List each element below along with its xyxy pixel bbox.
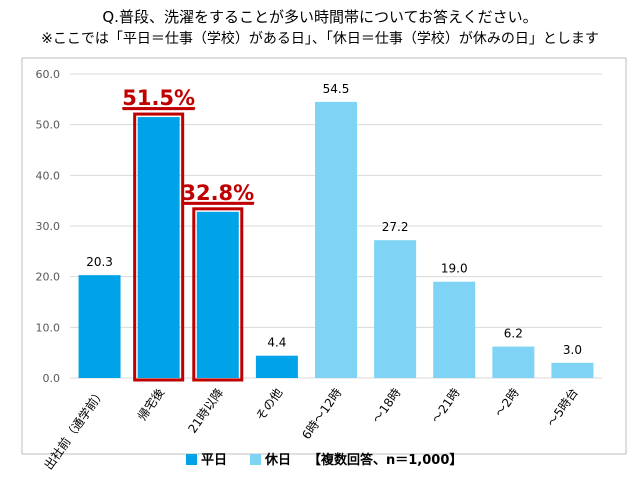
- bar: [137, 117, 180, 379]
- x-tick-label: ～2時: [492, 386, 522, 420]
- x-tick-label: 21時以降: [185, 386, 226, 436]
- data-label: 4.4: [267, 336, 286, 350]
- bar: [78, 275, 121, 378]
- legend-swatch: [186, 454, 197, 465]
- y-tick-label: 60.0: [36, 68, 61, 81]
- x-tick-label: その他: [253, 386, 285, 424]
- x-tick-label: 帰宅後: [134, 385, 167, 423]
- data-label: 20.3: [86, 255, 113, 269]
- bar: [551, 362, 594, 378]
- bar: [433, 281, 476, 378]
- data-label: 3.0: [563, 343, 582, 357]
- x-tick-label: ～21時: [429, 386, 463, 426]
- highlight-label: 51.5%: [122, 86, 195, 110]
- y-tick-label: 20.0: [36, 271, 61, 284]
- bar: [196, 211, 239, 378]
- legend-label: 休日: [264, 452, 291, 468]
- legend-note: 【複数回答、n＝1,000】: [308, 452, 462, 468]
- highlight-box: [192, 207, 244, 382]
- y-tick-label: 50.0: [36, 119, 61, 132]
- y-tick-label: 30.0: [36, 220, 61, 233]
- chart-title: Q.普段、洗濯をすることが多い時間帯についてお答えください。: [102, 8, 538, 26]
- data-label: 6.2: [504, 327, 523, 341]
- bar: [492, 346, 535, 378]
- y-tick-label: 40.0: [36, 169, 61, 182]
- x-tick-label: ～5時台: [544, 385, 581, 429]
- x-tick-label: 出社前（通学前）: [41, 385, 108, 472]
- y-tick-label: 0.0: [43, 372, 61, 385]
- bar: [315, 101, 357, 378]
- x-tick-label: 6時～12時: [299, 386, 344, 442]
- bar: [374, 240, 417, 378]
- chart-frame: [21, 57, 627, 455]
- legend-label: 平日: [201, 453, 227, 468]
- bar: [255, 355, 298, 378]
- x-tick-label: ～18時: [370, 386, 404, 426]
- data-label: 54.5: [323, 82, 350, 96]
- highlight-box: [133, 112, 185, 382]
- legend-swatch: [250, 454, 261, 465]
- highlight-label: 32.8%: [181, 181, 254, 205]
- data-label: 27.2: [382, 220, 409, 234]
- y-tick-label: 10.0: [36, 321, 61, 334]
- chart-subtitle: ※ここでは「平日＝仕事（学校）がある日」、「休日＝仕事（学校）が休みの日」としま…: [41, 31, 599, 47]
- data-label: 19.0: [441, 262, 468, 276]
